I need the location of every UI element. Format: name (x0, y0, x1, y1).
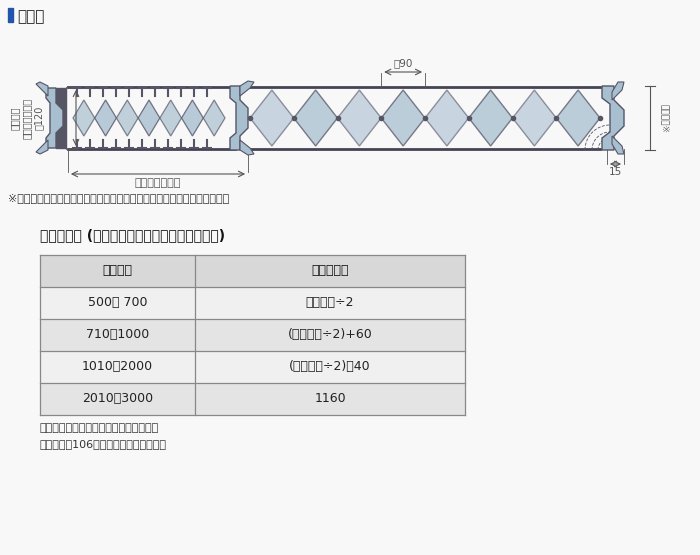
Text: レザー部: レザー部 (10, 106, 20, 130)
Text: 取手寸法※: 取手寸法※ (661, 103, 669, 133)
Bar (40, 351, 465, 383)
Polygon shape (469, 90, 512, 146)
Text: 1160: 1160 (314, 392, 346, 406)
Text: 約90: 約90 (393, 58, 413, 68)
Text: 500～ 700: 500～ 700 (88, 296, 147, 310)
Polygon shape (36, 140, 48, 154)
Polygon shape (46, 88, 63, 148)
Text: 平面図: 平面図 (17, 9, 44, 24)
Text: 取手の高さ: 取手の高さ (312, 265, 349, 278)
Text: 1010～2000: 1010～2000 (82, 361, 153, 374)
Polygon shape (612, 82, 624, 100)
Polygon shape (512, 90, 556, 146)
Text: 詳しくは106ページをご覧ください。: 詳しくは106ページをご覧ください。 (40, 439, 167, 449)
Polygon shape (425, 90, 469, 146)
Polygon shape (36, 82, 48, 96)
Bar (40, 319, 465, 351)
Text: (製品高さ÷2)+60: (製品高さ÷2)+60 (288, 329, 372, 341)
Text: 710～1000: 710～1000 (86, 329, 149, 341)
Polygon shape (250, 90, 294, 146)
Bar (56, 88, 66, 148)
Bar (40, 383, 465, 415)
Polygon shape (230, 86, 248, 150)
Text: ＊取手の高さは変えることができます。: ＊取手の高さは変えることができます。 (40, 423, 160, 433)
Text: 取手の高さ (製品下端から取手下端までの寸法): 取手の高さ (製品下端から取手下端までの寸法) (40, 228, 225, 242)
Polygon shape (294, 90, 337, 146)
Polygon shape (337, 90, 382, 146)
Text: 約120: 約120 (34, 106, 44, 130)
Bar (8, 8, 13, 22)
Polygon shape (160, 100, 181, 136)
Polygon shape (612, 136, 624, 154)
Polygon shape (556, 90, 600, 146)
Bar (40, 287, 465, 319)
Text: 製品高さ: 製品高さ (102, 265, 132, 278)
Text: 2010～3000: 2010～3000 (82, 392, 153, 406)
Text: 製品高さ÷2: 製品高さ÷2 (306, 296, 354, 310)
Polygon shape (602, 86, 624, 150)
Bar (40, 255, 465, 287)
Text: (製品高さ÷2)－40: (製品高さ÷2)－40 (289, 361, 371, 374)
Polygon shape (382, 90, 425, 146)
Text: ※取手の種類によって寸法が異なります。詳しくは下図をご覧ください。: ※取手の種類によって寸法が異なります。詳しくは下図をご覧ください。 (8, 193, 230, 203)
Text: たたみ込み寸法: たたみ込み寸法 (22, 98, 32, 139)
Bar (52, 110, 57, 126)
Polygon shape (181, 100, 203, 136)
Text: 15: 15 (609, 167, 622, 177)
Polygon shape (94, 100, 116, 136)
Polygon shape (116, 100, 138, 136)
Polygon shape (240, 140, 254, 155)
Polygon shape (138, 100, 160, 136)
Polygon shape (73, 100, 94, 136)
Polygon shape (240, 81, 254, 96)
Polygon shape (203, 100, 225, 136)
Text: たたみしろ寸法: たたみしろ寸法 (135, 178, 181, 188)
